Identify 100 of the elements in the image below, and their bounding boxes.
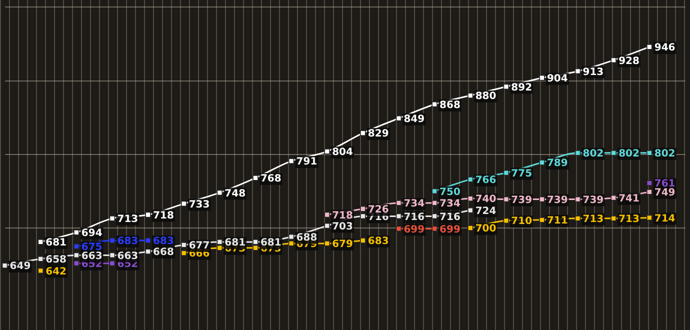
point <box>467 176 474 182</box>
data-label: 714 <box>654 213 676 224</box>
point <box>109 238 116 244</box>
data-label: 713 <box>117 214 138 226</box>
data-label: 733 <box>188 199 210 210</box>
data-label: 699 <box>440 224 460 236</box>
point <box>216 239 223 245</box>
data-label: 675 <box>81 242 102 253</box>
data-label: 718 <box>153 210 174 222</box>
point <box>74 230 80 236</box>
data-label: 700 <box>475 224 496 235</box>
point <box>74 244 80 250</box>
data-label: 668 <box>153 247 174 258</box>
point <box>145 248 151 254</box>
data-label: 681 <box>46 238 67 249</box>
data-label: 718 <box>332 210 354 222</box>
point <box>432 213 438 220</box>
data-label: 683 <box>117 236 138 248</box>
point <box>360 213 366 220</box>
data-label: 802 <box>618 148 640 160</box>
point <box>324 212 330 218</box>
data-label: 713 <box>582 214 604 226</box>
data-label: 716 <box>368 212 389 223</box>
point <box>180 242 187 248</box>
data-label: 666 <box>188 248 210 260</box>
point <box>646 214 652 221</box>
data-label: 928 <box>618 56 640 67</box>
data-label: 711 <box>546 216 568 226</box>
point <box>252 239 258 245</box>
point <box>467 207 474 214</box>
data-label: 699 <box>404 224 425 236</box>
point <box>145 212 151 218</box>
data-label: 683 <box>153 236 174 248</box>
point <box>38 256 44 262</box>
point <box>467 225 474 231</box>
point <box>646 44 652 50</box>
point <box>432 101 438 108</box>
point <box>503 196 510 202</box>
point <box>432 188 438 194</box>
data-label: 652 <box>117 258 138 270</box>
point <box>74 252 80 258</box>
data-label: 724 <box>475 206 496 217</box>
data-label: 679 <box>332 239 354 250</box>
data-label: 734 <box>440 198 460 210</box>
point <box>109 260 116 266</box>
data-label: 649 <box>10 261 31 272</box>
data-label: 913 <box>582 66 604 78</box>
data-label: 642 <box>46 266 67 278</box>
data-label: 652 <box>81 258 102 270</box>
data-label: 740 <box>475 194 496 206</box>
data-label: 748 <box>224 188 246 200</box>
point <box>610 150 616 156</box>
data-label: 880 <box>475 91 496 102</box>
data-label: 741 <box>618 193 640 204</box>
point <box>646 180 652 186</box>
data-label: 750 <box>440 186 460 198</box>
point <box>539 74 545 81</box>
data-label: 904 <box>546 73 568 84</box>
point <box>324 148 330 154</box>
data-label: 791 <box>296 156 318 168</box>
data-label: 663 <box>81 250 102 262</box>
point <box>360 206 366 212</box>
point <box>324 222 330 229</box>
point <box>539 217 545 223</box>
point <box>396 226 402 232</box>
point <box>38 268 44 274</box>
point <box>360 130 366 136</box>
data-label: 703 <box>332 221 354 232</box>
point <box>288 158 294 164</box>
point <box>109 252 116 258</box>
data-label: 734 <box>404 198 425 210</box>
point <box>574 150 581 156</box>
point <box>109 216 116 222</box>
point <box>432 226 438 232</box>
point <box>503 218 510 224</box>
point <box>145 238 151 244</box>
point <box>252 244 258 251</box>
data-label: 829 <box>368 128 389 140</box>
data-label: 946 <box>654 42 676 54</box>
data-label: 892 <box>511 82 532 94</box>
point <box>396 213 402 220</box>
data-label: 802 <box>654 148 676 160</box>
point <box>503 84 510 90</box>
point <box>288 240 294 246</box>
data-label: 710 <box>511 216 532 228</box>
point <box>360 238 366 244</box>
data-label: 716 <box>440 212 460 223</box>
data-label: 677 <box>188 240 210 252</box>
data-label: 663 <box>117 250 138 262</box>
point <box>574 68 581 74</box>
point <box>216 244 223 251</box>
data-label: 739 <box>546 194 568 206</box>
point <box>503 170 510 176</box>
point <box>252 175 258 181</box>
point <box>574 196 581 202</box>
point <box>432 200 438 206</box>
data-label: 694 <box>81 228 102 240</box>
point <box>574 216 581 222</box>
point <box>180 200 187 207</box>
data-label: 775 <box>511 168 532 180</box>
